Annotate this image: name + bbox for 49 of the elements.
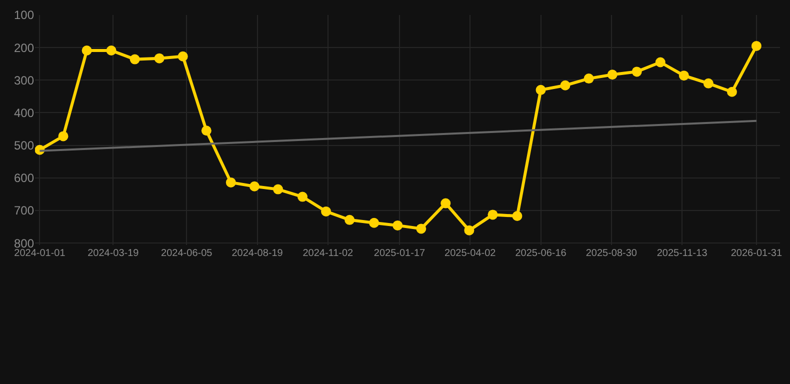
- point: [154, 53, 164, 64]
- point: [560, 80, 570, 90]
- x-tick-label: 2024-01-01: [14, 248, 66, 259]
- x-tick-label: 2025-06-16: [515, 248, 567, 259]
- point: [632, 66, 642, 77]
- x-tick-label: 2024-11-02: [302, 248, 354, 259]
- x-tick-label: 2025-08-30: [586, 248, 638, 259]
- y-tick-label: 200: [14, 40, 34, 55]
- x-tick-label: 2025-01-17: [374, 248, 426, 259]
- point: [249, 181, 260, 192]
- point: [273, 184, 283, 194]
- point: [607, 70, 618, 80]
- y-tick-label: 600: [14, 171, 34, 186]
- point: [321, 206, 332, 216]
- point: [130, 54, 140, 64]
- point: [344, 214, 355, 225]
- x-tick-label: 2025-04-02: [444, 248, 496, 259]
- y-tick-label: 500: [14, 138, 34, 153]
- point: [392, 220, 403, 230]
- point: [82, 46, 92, 56]
- point: [488, 210, 498, 220]
- point: [584, 74, 594, 84]
- y-tick-label: 100: [14, 8, 34, 22]
- point: [58, 131, 68, 142]
- point: [464, 225, 474, 236]
- point: [178, 51, 188, 62]
- y-tick-label: 800: [14, 236, 34, 250]
- point: [655, 57, 666, 68]
- point: [226, 177, 236, 188]
- point: [201, 126, 212, 136]
- y-tick-label: 700: [14, 204, 34, 218]
- point: [369, 218, 380, 228]
- point: [297, 192, 308, 202]
- point: [512, 211, 522, 222]
- point: [703, 78, 714, 88]
- point: [751, 40, 762, 51]
- x-tick-label: 2024-03-19: [88, 248, 140, 259]
- y-tick-label: 300: [14, 73, 34, 88]
- x-tick-label: 2024-08-19: [232, 248, 284, 259]
- point: [726, 86, 737, 97]
- x-tick-label: 2025-11-13: [656, 248, 708, 259]
- point: [536, 84, 546, 95]
- y-tick-label: 400: [14, 106, 34, 120]
- point: [440, 198, 451, 208]
- x-tick-label: 2026-01-31: [730, 248, 782, 259]
- x-tick-label: 2024-06-05: [161, 248, 213, 259]
- point: [106, 46, 116, 56]
- point: [416, 224, 426, 234]
- point: [678, 70, 689, 81]
